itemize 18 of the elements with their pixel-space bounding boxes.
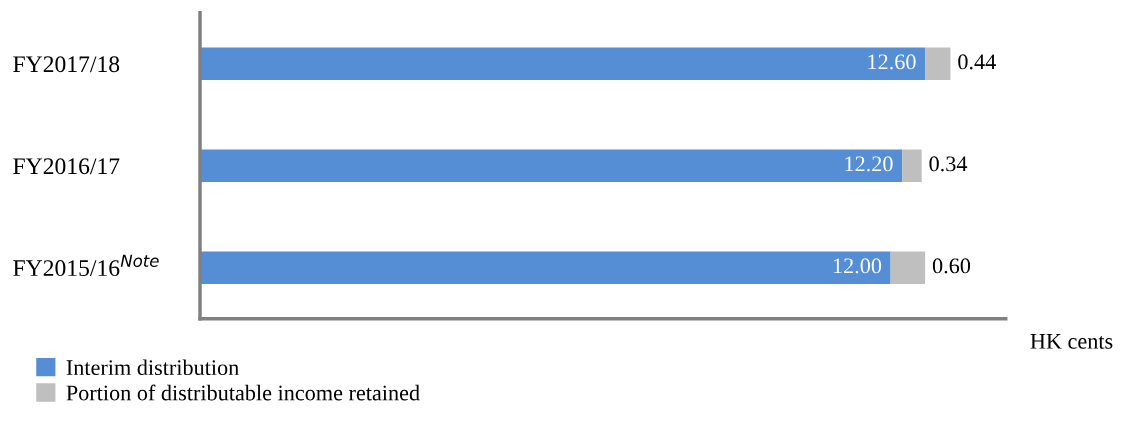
bar — [200, 47, 926, 81]
data-label: 0.34 — [929, 156, 968, 172]
x-axis-title: HK cents — [1030, 334, 1113, 349]
y-tick-label: FY2017/18 — [13, 56, 120, 73]
bar — [200, 251, 891, 285]
bar — [902, 149, 922, 183]
bar — [890, 251, 926, 285]
bar — [200, 149, 903, 183]
y-tick-label: FY2015/16$^{Note}$ — [13, 254, 159, 277]
legend-label: Portion of distributable income retained — [66, 384, 420, 401]
data-label: 12.20 — [845, 156, 893, 172]
data-label: 0.60 — [932, 258, 971, 274]
data-label: 12.00 — [833, 258, 882, 274]
data-label: 0.44 — [958, 54, 996, 70]
legend-label: Interim distribution — [66, 359, 239, 376]
y-tick-label: FY2016/17 — [13, 158, 120, 175]
bar — [925, 47, 951, 81]
data-label: 12.60 — [868, 54, 916, 70]
